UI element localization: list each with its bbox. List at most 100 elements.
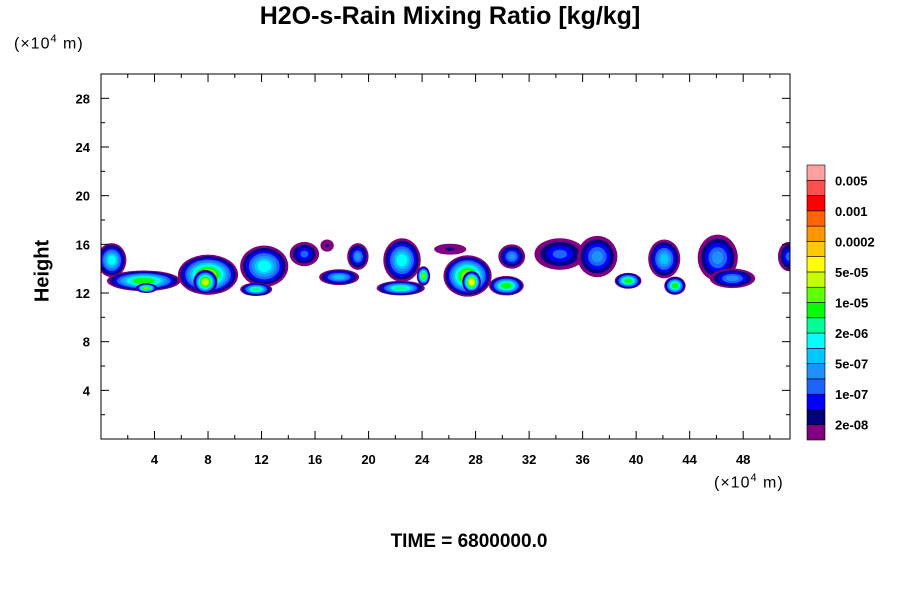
colorbar-swatch <box>806 225 826 242</box>
rain-cell <box>577 235 618 278</box>
y-unit-prefix: (×10 <box>14 35 51 53</box>
rain-contour <box>143 286 150 290</box>
rain-field <box>101 234 790 297</box>
rain-contour <box>507 253 516 260</box>
x-unit-prefix: (×10 <box>714 474 751 492</box>
rain-contour <box>251 287 261 292</box>
rain-cell <box>777 241 790 272</box>
x-tick-label: 48 <box>736 452 750 467</box>
rain-cell <box>319 269 360 286</box>
x-tick-label: 32 <box>522 452 536 467</box>
y-unit-suffix: m) <box>57 35 84 53</box>
rain-cell <box>289 241 320 267</box>
x-tick-label: 4 <box>151 452 159 467</box>
chart-title: H2O-s-Rain Mixing Ratio [kg/kg] <box>259 2 641 30</box>
colorbar-label: 2e-06 <box>835 326 868 341</box>
x-tick-label: 36 <box>575 452 589 467</box>
y-tick-label: 8 <box>83 335 90 350</box>
x-tick-label: 28 <box>468 452 482 467</box>
rain-contour <box>300 250 309 258</box>
rain-contour <box>659 253 669 265</box>
colorbar-swatch <box>806 241 826 257</box>
rain-cell <box>320 239 334 252</box>
x-unit-exponent: 4 <box>750 472 758 484</box>
rain-cell <box>347 243 369 270</box>
colorbar-swatch <box>806 164 826 181</box>
rain-cell <box>434 243 467 255</box>
colorbar-swatch <box>806 179 826 196</box>
plot-frame <box>100 73 791 440</box>
rain-contour <box>671 283 678 289</box>
colorbar-swatch <box>806 348 826 364</box>
colorbar-swatch <box>806 393 826 410</box>
y-tick-label: 12 <box>76 286 90 301</box>
rain-contour <box>421 273 426 279</box>
colorbar-swatch <box>806 256 826 273</box>
colorbar-swatch <box>806 409 826 426</box>
rain-contour <box>726 275 739 282</box>
rain-cell <box>614 272 642 289</box>
x-unit-suffix: m) <box>757 474 784 492</box>
colorbar-label: 0.0002 <box>835 234 875 249</box>
colorbar-label: 0.005 <box>835 173 868 188</box>
rain-cell <box>240 245 289 287</box>
rain-cell <box>193 269 218 295</box>
rain-contour <box>257 260 271 273</box>
colorbar-label: 2e-08 <box>835 418 868 433</box>
rain-cell <box>664 276 686 295</box>
colorbar-swatch <box>806 363 826 380</box>
rain-contour <box>501 282 512 289</box>
y-axis-unit: (×104 m) <box>14 33 84 53</box>
rain-cell <box>376 280 425 296</box>
y-tick-label: 20 <box>76 189 90 204</box>
rain-contour <box>396 254 408 267</box>
colorbar-swatch <box>806 271 826 288</box>
rain-contour <box>393 286 408 291</box>
colorbar-swatch <box>806 378 826 395</box>
rain-contour <box>107 255 116 265</box>
colorbar-label: 0.001 <box>835 204 868 219</box>
x-tick-label: 24 <box>415 452 430 467</box>
rain-contour <box>445 247 455 251</box>
x-tick-label: 20 <box>361 452 375 467</box>
rain-contour <box>333 274 345 280</box>
colorbar-swatch <box>806 424 826 441</box>
y-tick-label: 16 <box>76 237 90 252</box>
rain-contour <box>133 277 155 284</box>
colorbar-label: 1e-07 <box>835 387 868 402</box>
rain-contour <box>468 278 475 286</box>
colorbar-swatch <box>806 317 826 334</box>
rain-cell <box>534 238 586 270</box>
time-label: TIME = 6800000.0 <box>390 531 548 552</box>
rain-contour <box>591 250 603 263</box>
rain-cell <box>416 266 431 286</box>
x-tick-label: 16 <box>308 452 322 467</box>
y-tick-label: 24 <box>76 140 91 155</box>
rain-contour <box>325 243 329 248</box>
rain-cell <box>135 283 158 293</box>
colorbar: 2e-08 1e-07 5e-07 2e-06 1e-05 5e-05 0.0002 0.00… <box>806 164 875 441</box>
colorbar-label: 5e-07 <box>835 357 868 372</box>
colorbar-swatch <box>806 302 826 319</box>
rain-contour <box>552 249 568 259</box>
y-unit-exponent: 4 <box>50 33 58 45</box>
y-tick-label: 28 <box>76 91 90 106</box>
rain-cell <box>240 282 273 297</box>
rain-contour <box>624 278 632 284</box>
colorbar-label: 5e-05 <box>835 265 868 280</box>
rain-cell <box>383 238 421 283</box>
x-tick-label: 44 <box>682 452 697 467</box>
rain-contour <box>201 278 209 286</box>
x-tick-label: 40 <box>629 452 643 467</box>
y-tick-label: 4 <box>83 383 91 398</box>
rain-cell <box>107 270 181 292</box>
rain-cell <box>498 244 526 269</box>
colorbar-swatch <box>806 210 826 227</box>
rain-cell <box>709 268 756 289</box>
x-axis-unit: (×104 m) <box>714 472 784 492</box>
rain-contour <box>712 251 724 265</box>
x-tick-label: 8 <box>204 452 211 467</box>
rain-contour <box>785 252 790 261</box>
rain-cell <box>101 243 127 278</box>
